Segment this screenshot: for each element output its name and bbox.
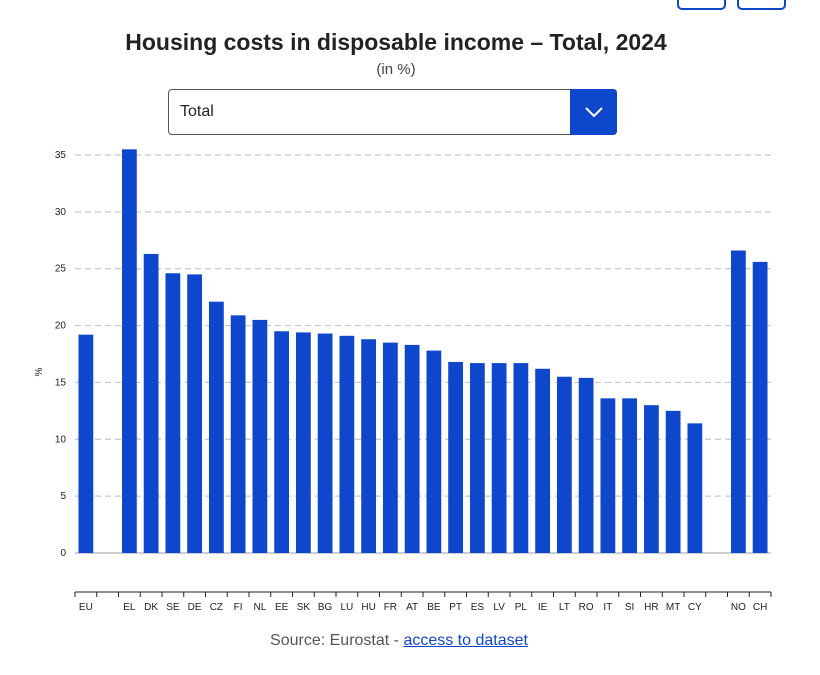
bar-bg[interactable] <box>317 333 333 553</box>
bar-at[interactable] <box>404 344 420 553</box>
x-tick-label: NO <box>731 602 746 613</box>
bar-es[interactable] <box>469 363 485 553</box>
bar-si[interactable] <box>622 398 638 553</box>
x-tick-label: AT <box>406 602 418 613</box>
x-tick-label: LU <box>340 602 353 613</box>
chart-subtitle: (in %) <box>376 61 416 78</box>
x-tick-label: EU <box>79 602 93 613</box>
x-tick-label: PL <box>515 602 528 613</box>
bar-it[interactable] <box>600 398 616 553</box>
y-tick-label: 5 <box>60 491 66 502</box>
bar-hr[interactable] <box>643 405 659 553</box>
x-tick-label: IE <box>538 602 548 613</box>
y-tick-label: 30 <box>55 207 67 218</box>
dataset-link[interactable]: access to dataset <box>403 632 528 649</box>
y-tick-label: 0 <box>60 548 66 559</box>
bar-el[interactable] <box>121 149 137 554</box>
x-tick-label: SI <box>625 602 634 613</box>
chart-title: Housing costs in disposable income – Tot… <box>125 29 667 55</box>
source-text: Source: Eurostat - <box>270 632 404 649</box>
x-tick-label: CY <box>688 602 702 613</box>
bar-mt[interactable] <box>665 410 681 553</box>
bar-fr[interactable] <box>382 342 398 553</box>
bars <box>78 149 768 554</box>
x-tick-label: DE <box>188 602 202 613</box>
x-tick-label: BG <box>318 602 333 613</box>
tick-labels: 0 5 10 15 20 25 30 35% EU EL DK SE DE CZ FI NL EE SK BG LU H… <box>34 150 767 613</box>
chevron-down-icon[interactable] <box>570 89 617 135</box>
category-select[interactable]: Total <box>168 89 617 135</box>
x-tick-label: IT <box>603 602 612 613</box>
y-tick-label: 35 <box>55 150 67 161</box>
axes <box>74 552 772 597</box>
x-tick-label: ES <box>471 602 485 613</box>
x-tick-label: DK <box>144 602 158 613</box>
bar-pl[interactable] <box>513 363 529 553</box>
select-value: Total <box>180 103 214 120</box>
bar-ch[interactable] <box>752 261 768 553</box>
y-tick-label: 10 <box>55 434 67 445</box>
bar-cz[interactable] <box>208 301 224 553</box>
bar-eu[interactable] <box>78 334 94 553</box>
bar-lu[interactable] <box>339 335 355 553</box>
bar-lt[interactable] <box>556 376 572 553</box>
bar-pt[interactable] <box>448 361 464 553</box>
bar-nl[interactable] <box>252 319 268 553</box>
x-tick-label: BE <box>427 602 441 613</box>
bar-de[interactable] <box>187 274 203 553</box>
bar-no[interactable] <box>730 250 746 553</box>
bar-se[interactable] <box>165 273 181 553</box>
bar-fi[interactable] <box>230 315 246 553</box>
x-tick-label: HR <box>644 602 658 613</box>
y-tick-label: 25 <box>55 264 67 275</box>
top-right-button[interactable] <box>737 0 786 10</box>
top-left-button[interactable] <box>677 0 726 10</box>
bar-ee[interactable] <box>274 331 290 553</box>
x-tick-label: CZ <box>210 602 223 613</box>
x-tick-label: LT <box>559 602 570 613</box>
bar-lv[interactable] <box>491 363 507 553</box>
source-line: Source: Eurostat - access to dataset <box>0 632 798 650</box>
bar-hu[interactable] <box>361 339 377 553</box>
x-tick-label: FR <box>384 602 397 613</box>
x-tick-label: HU <box>361 602 375 613</box>
bar-ie[interactable] <box>535 368 551 553</box>
x-tick-label: CH <box>753 602 767 613</box>
bar-dk[interactable] <box>143 253 159 553</box>
bar-be[interactable] <box>426 350 442 553</box>
x-tick-label: EE <box>275 602 289 613</box>
bar-cy[interactable] <box>687 423 703 553</box>
x-tick-label: FI <box>234 602 243 613</box>
bar-sk[interactable] <box>295 332 311 553</box>
x-tick-label: SK <box>297 602 311 613</box>
bar-ro[interactable] <box>578 377 594 553</box>
x-tick-label: NL <box>253 602 266 613</box>
y-axis-label: % <box>34 367 45 376</box>
y-tick-label: 15 <box>55 377 67 388</box>
x-tick-label: LV <box>493 602 505 613</box>
x-tick-label: SE <box>166 602 180 613</box>
x-tick-label: EL <box>123 602 136 613</box>
x-tick-label: MT <box>666 602 680 613</box>
x-tick-label: RO <box>579 602 594 613</box>
x-tick-label: PT <box>449 602 462 613</box>
y-tick-label: 20 <box>55 321 67 332</box>
